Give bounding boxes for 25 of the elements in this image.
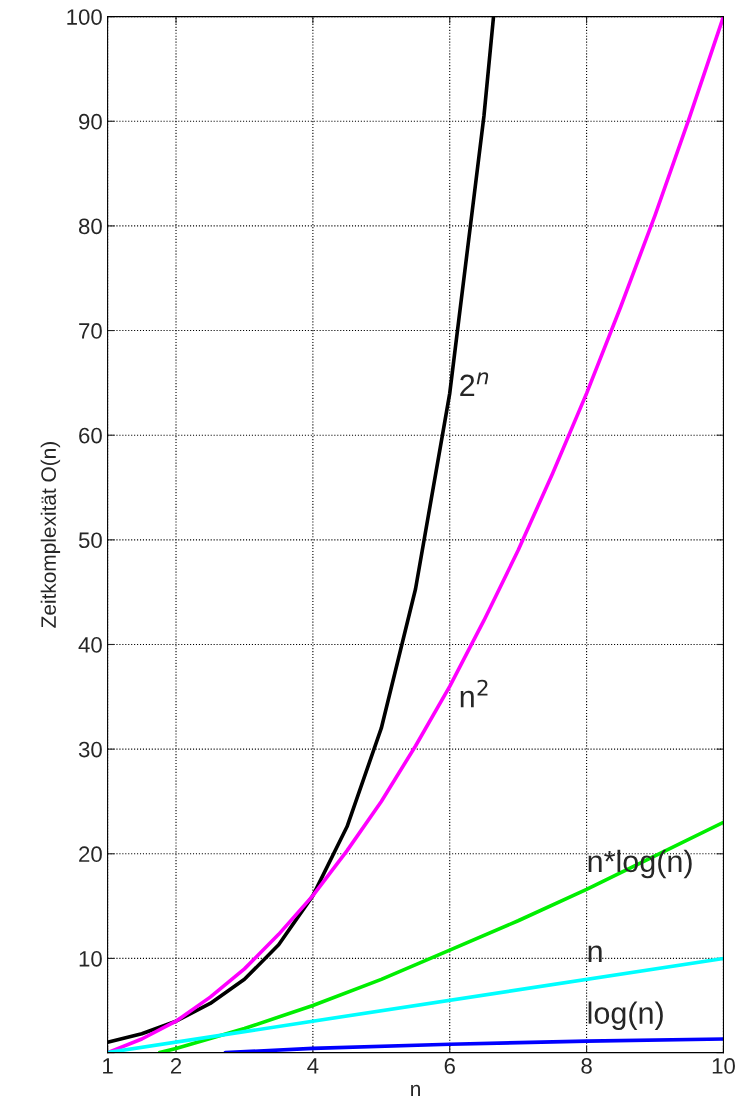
y-tick-label: 10: [79, 950, 102, 967]
line-series: [107, 16, 724, 1053]
y-tick-label: 90: [79, 113, 102, 130]
line-series: [157, 820, 724, 1053]
series-label: n: [588, 945, 602, 962]
x-axis-title: n: [411, 1084, 420, 1097]
x-tick-label: 1: [103, 1058, 113, 1074]
y-tick-label: 60: [79, 427, 102, 444]
y-tick-label: 100: [67, 9, 102, 25]
x-tick-label: 2: [170, 1058, 182, 1074]
y-tick-label: 50: [78, 532, 102, 549]
y-tick-label: 40: [78, 637, 102, 653]
line-series: [223, 1037, 724, 1053]
y-tick-label: 80: [78, 218, 102, 235]
y-axis-title: Zeitkomplexität O(n): [40, 442, 61, 628]
x-tick-label: 6: [444, 1058, 455, 1074]
y-tick-label: 30: [78, 741, 102, 758]
y-tick-label: 70: [79, 323, 102, 339]
series-label: n$^{2}$: [460, 679, 488, 708]
y-tick-label: 20: [79, 846, 102, 863]
x-tick-label: 8: [581, 1058, 592, 1074]
series-label: 2$^{n}$: [460, 372, 489, 396]
x-tick-label: 4: [307, 1058, 319, 1074]
series-label: log(n): [588, 1001, 663, 1030]
x-tick-label: 10: [712, 1058, 735, 1074]
